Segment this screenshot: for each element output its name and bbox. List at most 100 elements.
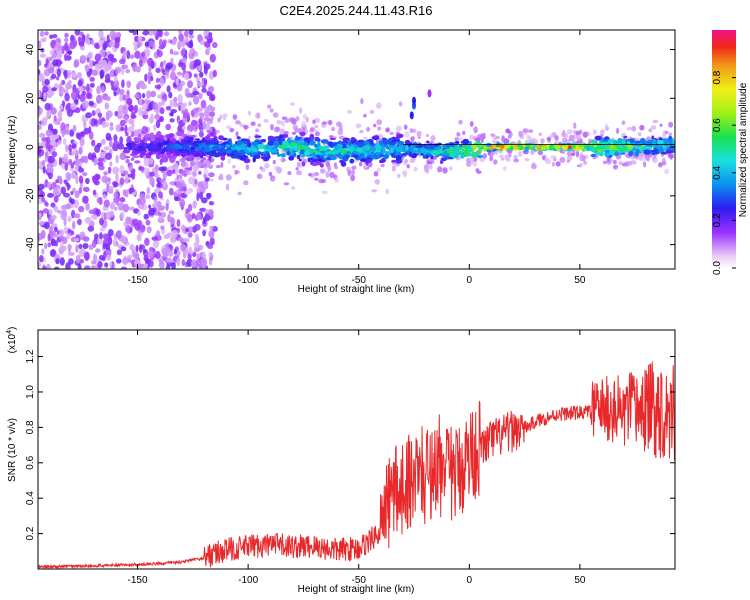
spectrogram-cell	[86, 57, 90, 63]
spectrogram-cell	[119, 94, 124, 102]
spectrogram-cell	[530, 147, 534, 151]
spectrogram-cell	[413, 166, 418, 172]
spectrogram-cell	[312, 158, 319, 163]
spectrogram-cell	[45, 129, 53, 137]
spectrogram-cell	[195, 76, 200, 83]
spectrogram-cell	[67, 216, 72, 222]
spectrogram-cell	[78, 86, 84, 92]
spectrogram-cell	[240, 138, 248, 141]
spectrogram-cell	[338, 135, 345, 140]
spectrogram-cell	[115, 68, 119, 75]
spectrogram-cell	[664, 130, 669, 135]
spectrogram-cell	[618, 144, 623, 148]
spectrogram-cell	[120, 246, 127, 252]
spectrogram-cell	[200, 257, 207, 267]
spectrogram-cell	[38, 90, 41, 98]
spectrogram-cell	[297, 127, 302, 134]
spectrogram-cell	[667, 146, 675, 151]
spectrogram-cell	[373, 171, 379, 177]
spectrogram-cell	[169, 48, 174, 55]
spectrogram-cell	[38, 147, 42, 154]
spectrogram-cell	[356, 146, 364, 152]
spectrogram-cell	[495, 146, 502, 150]
spectrogram-cell	[79, 95, 85, 101]
spectrogram-cell	[186, 130, 192, 137]
spectrogram-cell	[51, 87, 57, 92]
snr-multiplier-base: (x10	[7, 333, 18, 353]
spectrogram-cell	[117, 143, 125, 150]
spectrogram-cell	[334, 166, 339, 170]
spectrogram-cell	[168, 91, 173, 99]
spectrogram-cell	[253, 147, 257, 153]
spectrogram-cell	[182, 183, 187, 187]
spectrogram-cell	[119, 177, 125, 186]
spectrogram-cell	[357, 139, 364, 143]
spectrogram-cell	[92, 189, 97, 196]
spectrogram-cell	[91, 260, 97, 265]
spectrogram-cell	[102, 242, 107, 250]
spectrogram-cell	[120, 126, 125, 132]
spectrogram-cell	[47, 62, 53, 69]
spectrogram-cell	[177, 94, 183, 103]
spectrogram-cell	[70, 172, 77, 180]
spectrogram-cell	[208, 32, 213, 37]
spectrogram-cell	[297, 144, 304, 150]
spectrogram-cell	[196, 187, 201, 194]
spectrogram-cell	[652, 119, 659, 123]
spectrogram-cell	[225, 174, 232, 181]
spectrogram-cell	[592, 129, 597, 135]
spectrogram-cell	[118, 110, 122, 116]
spectrogram-cell	[154, 114, 160, 120]
spectrogram-cell	[143, 213, 149, 220]
spectrogram-cell	[339, 154, 343, 160]
spectrogram-cell	[120, 266, 128, 269]
spectrogram-cell	[74, 30, 81, 36]
spectrogram-cell	[97, 112, 103, 118]
spectrogram-cell	[99, 69, 105, 78]
spectrogram-cell	[39, 132, 46, 139]
spectrogram-cell	[657, 139, 664, 145]
spectrogram-cell	[39, 30, 45, 37]
spectrogram-cell	[257, 143, 264, 150]
spectrogram-cell	[128, 164, 133, 172]
spectrogram-cell	[159, 107, 165, 115]
spectrogram-cell	[329, 171, 335, 179]
spectrogram-cell	[125, 68, 130, 74]
spectrogram-cell	[644, 146, 652, 150]
spectrogram-cell	[194, 123, 199, 130]
spectrogram-cell	[332, 142, 340, 145]
spectrogram-cell	[490, 133, 496, 137]
spectrogram-panel: -150 -100 -50 0 50 -40 -20 0 20 40 Height of str…	[7, 29, 676, 295]
spectrogram-cell	[134, 160, 141, 164]
spectrogram-cell	[659, 123, 663, 127]
snr-x-label: Height of straight line (km)	[298, 584, 415, 595]
spectrogram-cell	[91, 69, 98, 76]
spectrogram-cell	[456, 132, 461, 137]
spectrogram-cell	[155, 133, 159, 138]
spectrogram-cell	[136, 83, 141, 90]
spectrogram-cell	[210, 95, 216, 101]
spectrogram-cell	[112, 181, 119, 188]
snr-series-line	[38, 361, 675, 569]
spectrogram-cell	[432, 150, 440, 155]
spectrogram-cell	[42, 265, 47, 269]
spectrogram-cell	[103, 199, 110, 208]
spectrogram-cell	[639, 137, 646, 144]
spectrogram-cell	[193, 73, 198, 78]
spectrogram-cell	[576, 134, 581, 141]
spectrogram-cell	[382, 147, 386, 154]
spectrogram-cell	[637, 156, 644, 160]
spectrogram-cell	[95, 208, 101, 217]
spectrogram-cell	[296, 161, 301, 168]
spectrogram-cell	[626, 127, 633, 131]
spectrogram-cell	[98, 254, 105, 261]
spectrogram-cell	[158, 38, 163, 48]
spectrogram-cell	[113, 134, 118, 143]
spectrogram-cell	[347, 140, 352, 147]
spectrogram-cell	[549, 146, 553, 151]
spectrogram-cell	[185, 92, 191, 98]
spectrogram-cell	[294, 127, 298, 134]
spectrogram-cell	[156, 50, 163, 58]
spectrogram-cell	[200, 142, 206, 147]
spectrogram-cell	[199, 112, 205, 118]
